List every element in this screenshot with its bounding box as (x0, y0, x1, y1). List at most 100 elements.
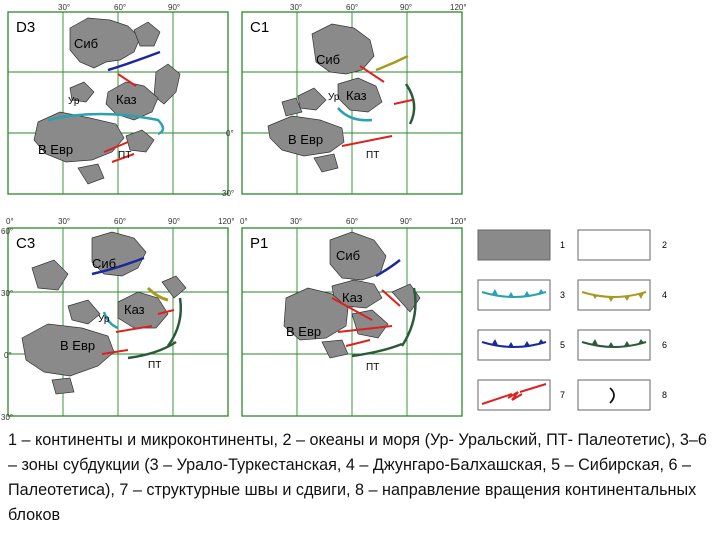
svg-text:120°: 120° (218, 217, 235, 226)
subduction-siberian (107, 50, 161, 72)
stage-label: C1 (250, 19, 269, 36)
panel-p1: P1 Сиб Каз В Евр ПТ (241, 227, 463, 417)
subduction-ural (47, 112, 165, 136)
siberia-small-block (133, 21, 161, 47)
legend-swatch-continent (477, 229, 551, 261)
siberia-block (91, 231, 147, 277)
panel-c3: C3 Сиб Ур Каз В Евр ПТ (7, 227, 229, 417)
legend-box (477, 329, 551, 361)
small-block (281, 97, 303, 117)
suture (341, 65, 413, 147)
svg-text:90°: 90° (400, 217, 412, 226)
small-block (391, 283, 421, 313)
continents (283, 231, 421, 359)
east-europe-block (283, 287, 349, 341)
svg-text:30°: 30° (222, 189, 234, 198)
svg-text:0°: 0° (226, 129, 234, 138)
small-block (321, 339, 349, 359)
legend-swatch-dzhung-subduction (581, 291, 647, 298)
suture (103, 73, 137, 163)
kazakhstan-block (117, 291, 169, 329)
legend-num: 4 (662, 290, 667, 300)
small-block (31, 259, 69, 291)
subduction-siberian (375, 259, 401, 278)
label-veur: В Евр (288, 132, 323, 147)
svg-text:30°: 30° (290, 217, 302, 226)
subduction-siberian (91, 256, 145, 276)
panel-c1: C1 Сиб Ур Каз В Евр ПТ (241, 11, 463, 195)
label-kaz: Каз (342, 290, 363, 305)
svg-text:120°: 120° (450, 217, 467, 226)
stage-label: D3 (16, 19, 35, 36)
label-sib: Сиб (336, 248, 360, 263)
label-pt: ПТ (366, 362, 379, 373)
east-europe-block (21, 323, 115, 377)
svg-text:60°: 60° (1, 227, 13, 236)
subduction-paleotethys (127, 297, 182, 360)
axis-labels-c3: 0° 30° 60° 90° 120° 60° 30° 0° 30° (1, 217, 235, 422)
legend-num: 5 (560, 340, 565, 350)
small-block (67, 299, 101, 325)
svg-text:90°: 90° (400, 3, 412, 12)
svg-text:30°: 30° (1, 413, 13, 422)
svg-text:60°: 60° (346, 3, 358, 12)
label-sib: Сиб (92, 256, 116, 271)
label-ur: Ур (98, 314, 110, 325)
svg-text:0°: 0° (240, 217, 248, 226)
label-kaz: Каз (124, 302, 145, 317)
label-sib: Сиб (74, 36, 98, 51)
label-kaz: Каз (346, 88, 367, 103)
label-veur: В Евр (286, 324, 321, 339)
svg-text:30°: 30° (58, 217, 70, 226)
subduction-paleotethys (404, 83, 416, 125)
siberia-block (69, 17, 141, 69)
legend-teeth (592, 293, 644, 302)
figure: D3 Сиб Ур Каз В Евр ПТ 30° 60° 90° 0° 30… (1, 3, 667, 422)
svg-text:60°: 60° (114, 217, 126, 226)
svg-text:0°: 0° (4, 351, 12, 360)
legend-box (477, 279, 551, 311)
subduction-ural (102, 311, 119, 330)
label-sib: Сиб (316, 52, 340, 67)
figure-caption: 1 – континенты и микроконтиненты, 2 – ок… (8, 431, 707, 524)
legend-swatch-ocean (577, 229, 651, 261)
legend-num: 2 (662, 240, 667, 250)
suture (331, 289, 401, 347)
small-block (51, 377, 75, 395)
label-veur: В Евр (60, 338, 95, 353)
suture (101, 309, 175, 355)
panel-d3: D3 Сиб Ур Каз В Евр ПТ (7, 11, 229, 195)
subduction-paleotethys (351, 287, 417, 358)
stage-label: P1 (250, 235, 268, 252)
label-veur: В Евр (38, 142, 73, 157)
continents (21, 231, 187, 395)
label-pt: ПТ (118, 150, 131, 161)
svg-text:0°: 0° (6, 217, 14, 226)
continents (33, 17, 181, 185)
label-ur: Ур (68, 96, 80, 107)
legend-num: 3 (560, 290, 565, 300)
label-pt: ПТ (366, 150, 379, 161)
axis-labels-p1: 0° 30° 60° 90° 120° (240, 217, 467, 226)
legend-swatch-rotation (609, 387, 615, 404)
label-pt: ПТ (148, 360, 161, 371)
label-kaz: Каз (116, 92, 137, 107)
svg-text:120°: 120° (450, 3, 467, 12)
legend-num: 1 (560, 240, 565, 250)
legend-num: 8 (662, 390, 667, 400)
kazakhstan-block (337, 77, 383, 113)
small-block (161, 275, 187, 299)
svg-text:60°: 60° (114, 3, 126, 12)
small-block (69, 81, 95, 103)
stage-label: C3 (16, 235, 35, 252)
siberia-block (311, 23, 375, 75)
legend-swatch-suture (481, 383, 547, 405)
east-europe-block (267, 115, 345, 157)
subduction-dzhung (146, 286, 169, 302)
small-block (77, 163, 105, 185)
svg-text:90°: 90° (168, 3, 180, 12)
axis-labels-c1: 30° 60° 90° 120° (290, 3, 467, 12)
small-block (313, 153, 339, 173)
small-block (125, 129, 155, 153)
svg-text:30°: 30° (290, 3, 302, 12)
